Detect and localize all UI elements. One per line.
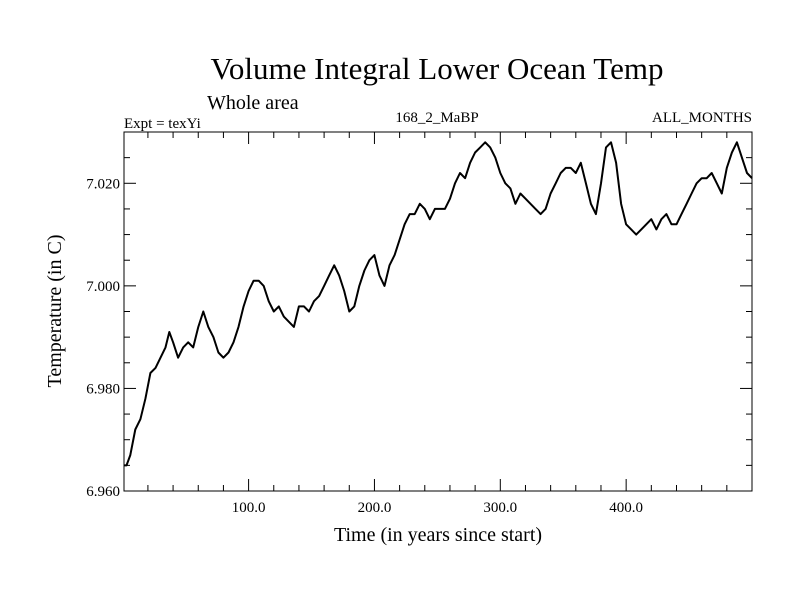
tick-labels: 100.0 200.0 300.0 400.0 6.960 6.980 7.000 7.020: [86, 176, 643, 516]
header-left-label: Expt = texYi: [124, 116, 201, 132]
series-layer: [124, 141, 753, 467]
x-tick-label: 200.0: [358, 500, 392, 516]
series-line: [124, 141, 753, 467]
y-axis-label: Temperature (in C): [44, 235, 66, 388]
x-tick-label: 400.0: [609, 500, 643, 516]
x-axis-label: Time (in years since start): [334, 524, 542, 546]
chart-title: Volume Integral Lower Ocean Temp: [211, 51, 664, 86]
y-tick-label: 6.960: [86, 484, 120, 500]
y-tick-label: 7.000: [86, 279, 120, 295]
chart-subtitle: Whole area: [207, 92, 299, 114]
y-tick-label: 6.980: [86, 381, 120, 397]
plot-frame: [123, 131, 753, 492]
x-tick-label: 300.0: [483, 500, 517, 516]
x-tick-label: 100.0: [232, 500, 266, 516]
header-right-label: ALL_MONTHS: [652, 110, 752, 126]
header-center-label: 168_2_MaBP: [395, 110, 478, 126]
axis-ticks: [124, 132, 752, 492]
y-tick-label: 7.020: [86, 176, 120, 192]
